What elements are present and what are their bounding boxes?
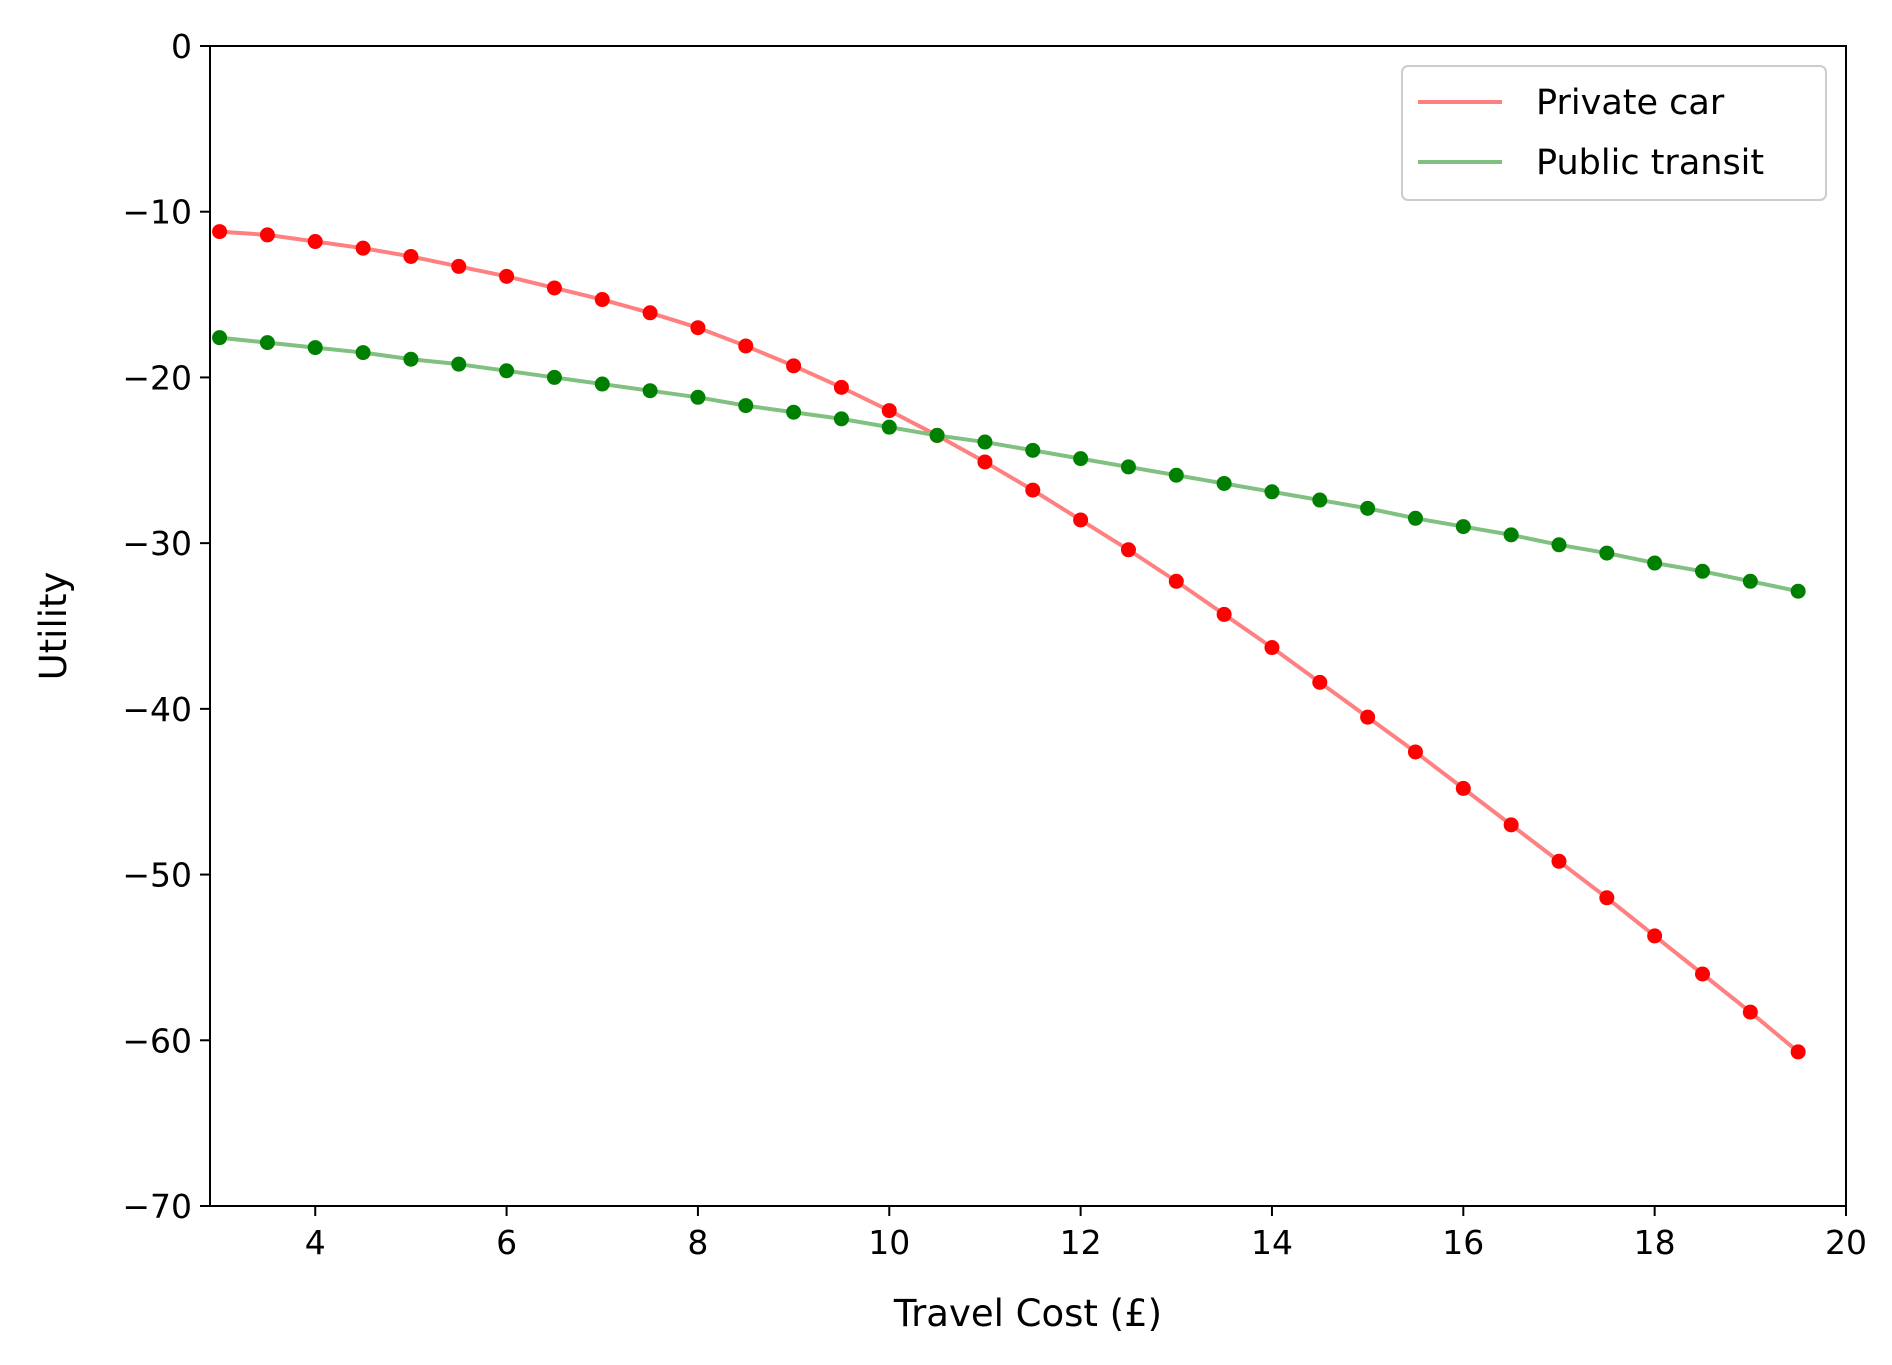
data-point-private-car [642, 305, 658, 321]
y-tick-label: −50 [122, 856, 192, 895]
data-point-public-transit [1312, 492, 1328, 508]
x-tick-label: 6 [496, 1223, 517, 1262]
y-tick-label: −20 [122, 358, 192, 397]
y-tick-label: 0 [171, 27, 192, 66]
data-point-public-transit [259, 335, 275, 351]
data-point-private-car [1312, 674, 1328, 690]
plot-area [212, 224, 1806, 1060]
data-point-private-car [1360, 709, 1376, 725]
x-tick-label: 20 [1825, 1223, 1867, 1262]
data-point-public-transit [212, 330, 228, 346]
y-tick-label: −40 [122, 690, 192, 729]
data-point-public-transit [642, 383, 658, 399]
data-point-public-transit [451, 356, 467, 372]
data-point-private-car [786, 358, 802, 374]
x-tick-label: 4 [305, 1223, 326, 1262]
data-point-private-car [1694, 966, 1710, 982]
data-point-public-transit [499, 363, 515, 379]
data-point-public-transit [1120, 459, 1136, 475]
x-tick-label: 14 [1251, 1223, 1293, 1262]
series-line-private-car [217, 229, 1801, 1055]
data-point-private-car [1168, 573, 1184, 589]
data-point-private-car [355, 240, 371, 256]
data-point-private-car [546, 280, 562, 296]
x-tick-label: 10 [868, 1223, 910, 1262]
axes-frame [209, 45, 1847, 1207]
x-tick-label: 12 [1060, 1223, 1102, 1262]
data-point-public-transit [1407, 510, 1423, 526]
data-point-private-car [1503, 817, 1519, 833]
data-point-public-transit [1599, 545, 1615, 561]
data-point-private-car [499, 268, 515, 284]
legend-box [1401, 65, 1827, 201]
data-point-public-transit [833, 411, 849, 427]
y-axis-label: Utility [32, 572, 75, 681]
data-point-public-transit [881, 419, 897, 435]
data-point-public-transit [738, 398, 754, 414]
y-tick-label: −10 [122, 193, 192, 232]
data-point-public-transit [1551, 537, 1567, 553]
data-point-public-transit [1694, 563, 1710, 579]
y-tick-label: −30 [122, 524, 192, 563]
legend-label: Private car [1536, 83, 1725, 123]
data-point-public-transit [307, 340, 323, 356]
data-point-private-car [1120, 542, 1136, 558]
data-point-public-transit [1264, 484, 1280, 500]
data-point-private-car [1264, 640, 1280, 656]
data-point-private-car [833, 379, 849, 395]
series-line-public-transit [217, 335, 1801, 594]
data-point-private-car [1790, 1044, 1806, 1060]
data-point-public-transit [403, 351, 419, 367]
data-point-private-car [1599, 890, 1615, 906]
legend-label: Public transit [1536, 143, 1764, 183]
x-tick-label: 8 [687, 1223, 708, 1262]
data-point-public-transit [1742, 573, 1758, 589]
data-point-private-car [1742, 1004, 1758, 1020]
data-point-public-transit [1168, 467, 1184, 483]
data-point-private-car [977, 454, 993, 470]
data-point-private-car [690, 320, 706, 336]
data-point-public-transit [594, 376, 610, 392]
data-point-public-transit [546, 369, 562, 385]
data-point-public-transit [1025, 442, 1041, 458]
data-point-private-car [212, 224, 228, 240]
data-point-private-car [1407, 744, 1423, 760]
data-point-public-transit [1360, 500, 1376, 516]
data-point-private-car [1073, 512, 1089, 528]
data-point-private-car [881, 403, 897, 419]
data-point-public-transit [977, 434, 993, 450]
x-tick-label: 16 [1442, 1223, 1484, 1262]
data-point-private-car [403, 248, 419, 264]
data-point-private-car [1455, 780, 1471, 796]
y-tick-label: −70 [122, 1187, 192, 1226]
data-point-public-transit [690, 389, 706, 405]
data-point-public-transit [1503, 527, 1519, 543]
data-point-public-transit [1216, 475, 1232, 491]
data-point-public-transit [1455, 519, 1471, 535]
data-point-private-car [594, 292, 610, 308]
legend: Private car Public transit [1401, 65, 1827, 201]
data-point-private-car [1216, 606, 1232, 622]
data-point-private-car [1551, 853, 1567, 869]
x-axis-label: Travel Cost (£) [893, 1292, 1162, 1335]
data-point-private-car [738, 338, 754, 354]
data-point-public-transit [1073, 451, 1089, 467]
data-point-public-transit [929, 427, 945, 443]
y-tick-label: −60 [122, 1021, 192, 1060]
data-point-public-transit [1647, 555, 1663, 571]
data-point-public-transit [355, 345, 371, 361]
axes: 4 6 8 10 12 14 16 18 20 0 −10 −20 −30 −40 −50 −60 −70 Tra… [32, 27, 1867, 1335]
data-point-public-transit [1790, 583, 1806, 599]
data-point-private-car [1647, 928, 1663, 944]
data-point-private-car [451, 258, 467, 274]
x-tick-label: 18 [1634, 1223, 1676, 1262]
data-point-private-car [307, 234, 323, 250]
data-point-private-car [1025, 482, 1041, 498]
data-point-private-car [259, 227, 275, 243]
data-point-public-transit [786, 404, 802, 420]
